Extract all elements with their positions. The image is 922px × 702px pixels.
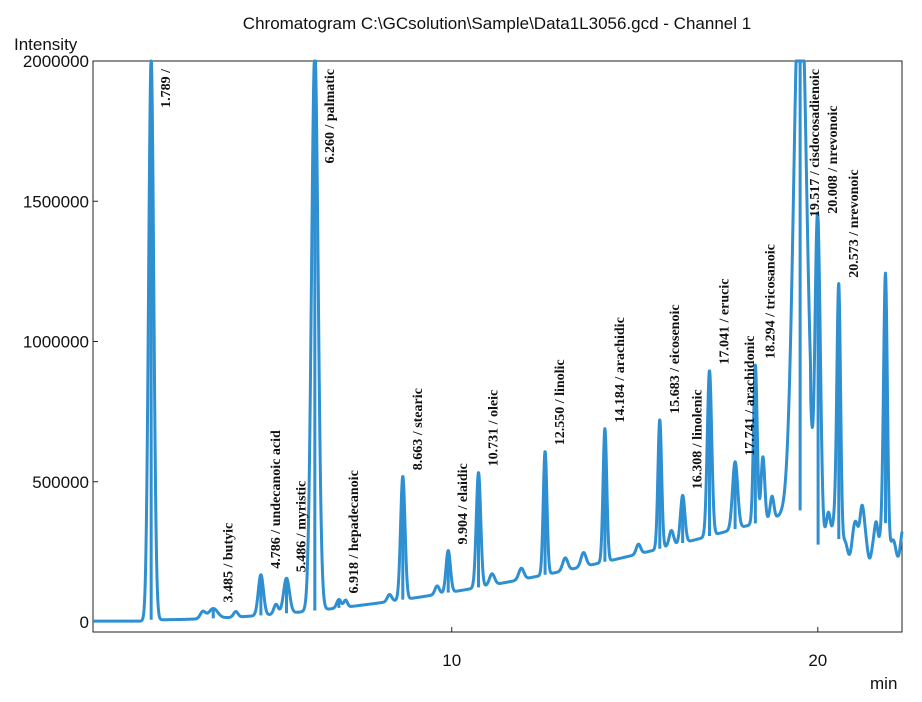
y-tick-label: 500000 xyxy=(32,473,89,492)
y-tick-label: 1500000 xyxy=(23,192,89,211)
peak-label: 5.486 / myristic xyxy=(295,481,310,572)
y-tick-label: 0 xyxy=(80,613,89,632)
peak-label: 1.789 / xyxy=(159,68,174,108)
peak-label: 18.294 / tricosanoic xyxy=(763,244,778,359)
x-tick-label: 20 xyxy=(808,651,827,670)
peak-label: 6.918 / hepadecanoic xyxy=(347,470,362,593)
peak-label: 8.663 / stearic xyxy=(411,388,426,470)
peak-label: 19.517 / cisdocosadienoic xyxy=(808,69,823,217)
y-axis-label: Intensity xyxy=(14,35,78,54)
peak-label: 9.904 / elaidic xyxy=(456,463,471,544)
x-axis-label: min xyxy=(870,674,897,693)
peak-label: 6.260 / palmatic xyxy=(323,69,338,164)
x-axis: 10 20 xyxy=(442,627,827,670)
peak-label: 20.573 / nrevonoic xyxy=(847,169,862,277)
peak-label: 3.485 / butyic xyxy=(221,523,236,603)
y-axis: 0 500000 1000000 1500000 2000000 xyxy=(23,52,98,632)
peak-label: 16.308 / linolenic xyxy=(691,389,706,489)
peak-label: 15.683 / eicosenoic xyxy=(668,304,683,413)
peak-label: 12.550 / linolic xyxy=(553,359,568,445)
chromatogram-trace xyxy=(91,59,904,623)
peak-label: 14.184 / arachidic xyxy=(613,317,628,422)
peak-label: 20.008 / nrevonoic xyxy=(826,106,841,214)
peak-labels: 1.789 / 3.485 / butyic 4.786 / undecanoic … xyxy=(159,68,862,603)
peak-label: 17.041 / erucic xyxy=(718,279,733,365)
y-tick-label: 2000000 xyxy=(23,52,89,71)
chart-title: Chromatogram C:\GCsolution\Sample\Data1L… xyxy=(243,14,751,33)
y-tick-label: 1000000 xyxy=(23,333,89,352)
x-tick-label: 10 xyxy=(442,651,461,670)
plot-frame xyxy=(92,60,903,633)
peak-label: 17.741 / arachidonic xyxy=(743,336,758,456)
peak-label: 10.731 / oleic xyxy=(487,390,502,467)
peak-label: 4.786 / undecanoic acid xyxy=(269,430,284,569)
plot-area xyxy=(91,59,904,623)
